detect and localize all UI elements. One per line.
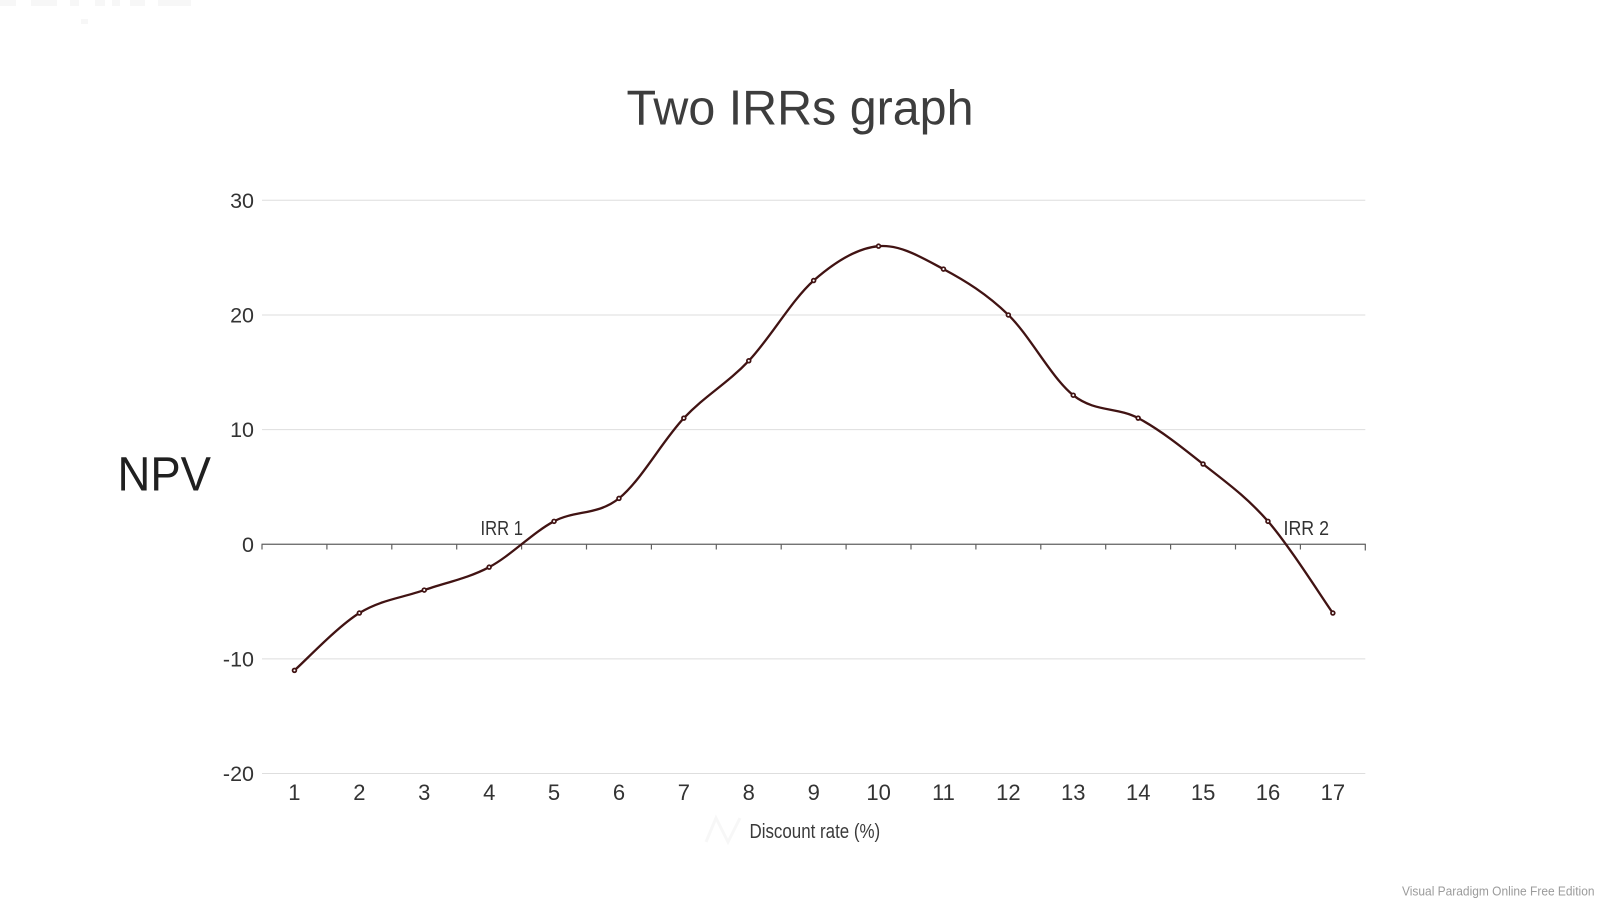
svg-text:16: 16 bbox=[1256, 780, 1280, 805]
svg-text:14: 14 bbox=[1126, 780, 1150, 805]
svg-text:7: 7 bbox=[678, 780, 690, 805]
svg-text:30: 30 bbox=[230, 189, 254, 213]
svg-text:20: 20 bbox=[230, 304, 254, 328]
svg-text:6: 6 bbox=[613, 780, 625, 805]
svg-text:12: 12 bbox=[996, 780, 1020, 805]
svg-text:15: 15 bbox=[1191, 780, 1215, 805]
svg-text:17: 17 bbox=[1321, 780, 1345, 805]
svg-text:Discount rate (%): Discount rate (%) bbox=[750, 821, 881, 843]
svg-text:IRR 1: IRR 1 bbox=[481, 518, 524, 540]
svg-text:2: 2 bbox=[353, 780, 365, 805]
svg-text:NPV: NPV bbox=[118, 449, 212, 502]
svg-text:1: 1 bbox=[288, 780, 300, 805]
svg-text:Two IRRs graph: Two IRRs graph bbox=[627, 82, 974, 136]
svg-text:8: 8 bbox=[743, 780, 755, 805]
svg-text:-20: -20 bbox=[223, 762, 254, 786]
svg-text:-10: -10 bbox=[223, 648, 254, 672]
svg-text:9: 9 bbox=[808, 780, 820, 805]
svg-text:IRR 2: IRR 2 bbox=[1284, 518, 1330, 540]
svg-text:10: 10 bbox=[230, 418, 254, 442]
svg-text:0: 0 bbox=[242, 533, 254, 557]
svg-text:Visual Paradigm Online Free Ed: Visual Paradigm Online Free Edition bbox=[1402, 883, 1595, 898]
svg-text:11: 11 bbox=[932, 780, 955, 805]
svg-text:3: 3 bbox=[418, 780, 430, 805]
svg-text:10: 10 bbox=[866, 780, 890, 805]
svg-text:5: 5 bbox=[548, 780, 560, 805]
svg-text:13: 13 bbox=[1061, 780, 1085, 805]
svg-text:4: 4 bbox=[483, 780, 495, 805]
